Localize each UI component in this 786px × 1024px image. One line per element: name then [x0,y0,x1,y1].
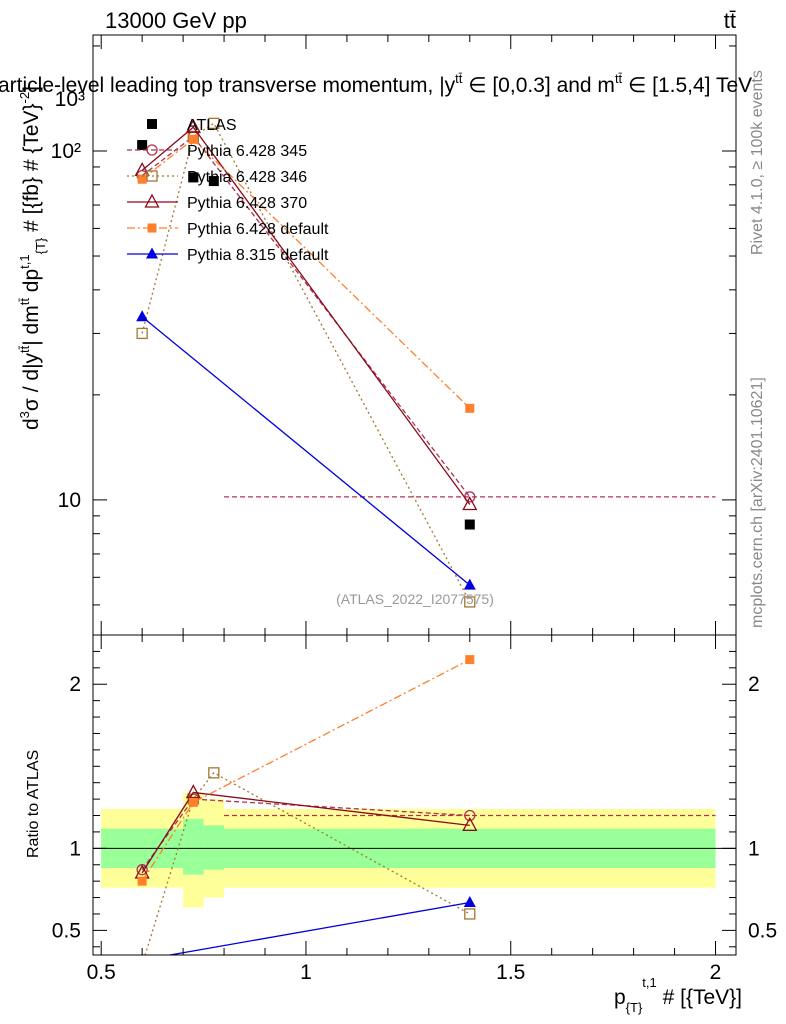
ratio-marker-p370-1 [185,784,201,799]
ylabel-sigma: σ / d|y [20,352,43,411]
title-text: article-level leading top transverse mom… [0,74,456,97]
band-inner-2 [203,825,225,870]
xtick-label-2: 1.5 [496,961,525,984]
marker-p346-2 [208,117,220,130]
ylabel-sub-T: {T} [33,237,48,254]
ylabel-sup3: 3 [17,411,32,418]
ylabel-sup-m2: -2 [17,92,32,104]
header-left-label: 13000 GeV pp [105,8,247,33]
top-ytick-label-top: 10³ [55,88,85,111]
title-mid: ∈ [0,0.3] and m [462,74,615,97]
ylabel-close: ] [20,86,43,92]
marker-p8def-1 [463,578,476,590]
ratio-marker-p8def-1 [463,895,476,907]
legend-label-p6def: Pythia 6.428 default [187,221,329,238]
ratio-line-p346 [144,771,471,955]
legend-marker-p345 [146,144,158,156]
ratio-marker-p346-0 [137,960,147,970]
xlabel-sub: {T} [626,1000,643,1015]
series-line-p370 [141,126,471,505]
title-sup2: tt̄ [615,71,623,86]
legend-marker-p346 [146,170,158,182]
ratio-marker-p370-2 [462,816,478,832]
legend-label-atlas: ATLAS [187,117,237,134]
mcplots-label: mcplots.cern.ch [arXiv:2401.10621] [749,377,766,628]
ratio-marker-p346-2 [208,767,220,779]
plot-title: article-level leading top transverse mom… [0,71,752,97]
ratio-marker-p346-3 [464,908,476,920]
legend-label-p370: Pythia 6.428 370 [187,195,307,212]
title-sup1: tt̄ [455,71,463,86]
ratio-marker-p6def-1 [188,797,198,807]
top-ytick-label-0: 10 [58,489,81,512]
marker-p6def-2 [465,403,475,413]
ylabel-dp: dp [20,269,43,298]
ratio-bands [101,792,716,908]
marker-p370-2 [462,496,478,511]
marker-p346-3 [464,596,476,608]
ratio-panel-content [93,655,736,970]
band-inner-1 [183,818,204,875]
ratio-marker-p345-2 [464,809,476,822]
ratio-y-label: Ratio to ATLAS [25,750,42,858]
ylabel-units: # [{fb} # {TeV} [20,103,43,237]
marker-p8def-0 [136,310,149,322]
bot-ytick-label-left-2: 2 [69,673,81,696]
xtick-label-0: 0.5 [87,961,116,984]
legend-marker-p6def [147,223,157,233]
legend-label-p8def: Pythia 8.315 default [187,247,329,264]
marker-atlas-1 [188,172,199,183]
bot-ytick-label-left-1: 1 [69,837,81,860]
rivet-label: Rivet 4.1.0, ≥ 100k events [749,70,766,255]
marker-p6def-1 [188,134,198,144]
bot-ytick-label-right-1: 1 [748,837,760,860]
ratio-line-p370 [141,791,470,874]
xtick-label-1: 1 [300,961,312,984]
marker-atlas-3 [464,519,475,530]
ratio-marker-p6def-0 [137,876,147,886]
xlabel-sup: t,1 [642,975,656,990]
legend-marker-p8def [146,247,158,259]
ylabel-sup-tt2: tt̄ [17,298,32,306]
ratio-marker-p6def-2 [465,655,475,665]
title-end: ∈ [1.5,4] TeV [622,74,752,97]
bot-ytick-label-right-0: 0.5 [748,919,777,942]
legend-marker-p370 [144,193,160,208]
marker-p370-1 [185,118,201,133]
xlabel-units: # [{TeV}] [657,986,742,1009]
marker-p346-0 [136,327,148,340]
ratio-line-p8def [166,901,470,955]
marker-atlas-2 [208,176,219,187]
ylabel-sup-tt1: tt̄ [17,345,32,353]
axes-ticks: 10 10² 10³ 0.5 1 1.5 2 0.5 0.5 1 1 2 2 [51,35,777,984]
top-ytick-label-1: 10² [51,140,81,163]
marker-p6def-0 [137,174,147,184]
ylabel-d: d [20,418,43,430]
xlabel-p: p [614,986,626,1009]
top-panel-content [134,117,716,608]
series-line-p346 [141,122,471,603]
xtick-label-3: 2 [710,961,722,984]
legend-label-p346: Pythia 6.428 346 [187,169,307,186]
ylabel-sup-t1: t,1 [17,254,32,268]
bot-ytick-label-right-2: 2 [748,673,760,696]
legend-marker-atlas [147,119,157,129]
ylabel-dm: | dm [20,305,43,345]
bot-ytick-label-left-0: 0.5 [52,919,81,942]
header-right-label: tt̄ [724,8,736,33]
y-axis-label: d3σ / d|ytt̄| dmtt̄ dpt,1{T} # [{fb} # {… [17,86,48,430]
legend-label-p345: Pythia 6.428 345 [187,143,307,160]
series-line-p8def [141,316,471,586]
x-axis-label: p{T} t,1 # [{TeV}] [614,975,742,1015]
analysis-watermark: (ATLAS_2022_I2077575) [336,591,494,607]
series-line-p345 [141,135,471,498]
marker-atlas-0 [137,140,148,151]
legend: ATLAS Pythia 6.428 345 Pythia 6.428 346 Pyt… [127,117,329,264]
ratio-panel-frame [92,634,737,956]
